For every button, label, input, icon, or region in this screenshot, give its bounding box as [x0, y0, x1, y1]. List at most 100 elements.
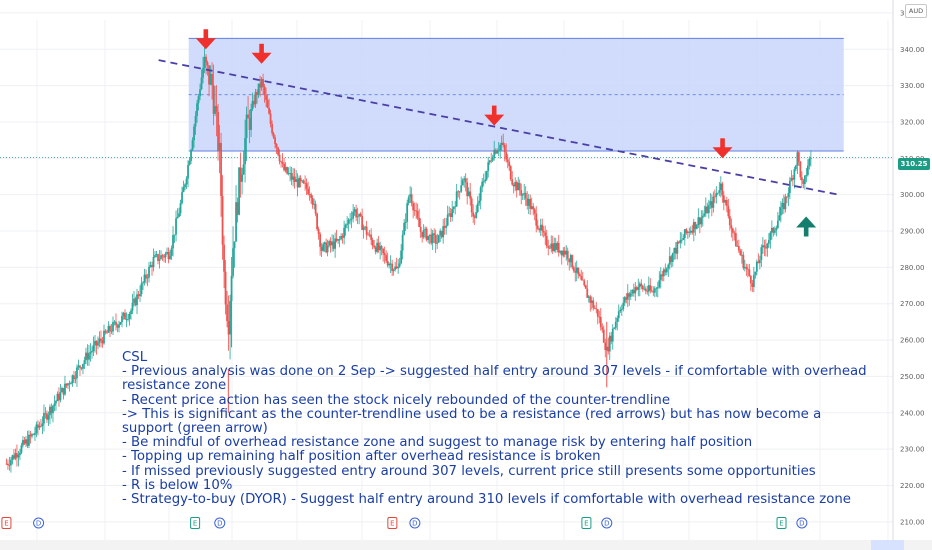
- candle-body: [377, 242, 380, 251]
- marker-shape: [581, 517, 592, 529]
- candle-body: [179, 203, 182, 214]
- candle-body: [592, 300, 595, 308]
- candle-body: [736, 245, 739, 247]
- note-line: - Strategy-to-buy (DYOR) - Suggest half …: [122, 492, 851, 508]
- resistance-arrow: [712, 138, 733, 159]
- candle-body: [779, 207, 782, 216]
- note-line: resistance zone: [122, 378, 227, 394]
- candle-body: [154, 255, 156, 258]
- candle-body: [308, 193, 311, 195]
- earnings-marker: E: [1, 517, 12, 529]
- candle-body: [653, 288, 656, 293]
- candle-body: [130, 310, 132, 314]
- candle-body: [608, 335, 611, 352]
- candle-body: [143, 274, 146, 283]
- candle-body: [596, 309, 599, 317]
- candle-body: [203, 56, 206, 68]
- candle-body: [389, 263, 392, 265]
- candle-body: [652, 291, 655, 293]
- candle-body: [506, 159, 509, 162]
- candle-body: [28, 434, 30, 446]
- candle-body: [350, 218, 353, 220]
- candle-body: [251, 100, 254, 110]
- candle-body: [160, 255, 162, 260]
- candle-body: [712, 196, 715, 208]
- candle-body: [172, 235, 174, 249]
- candle-body: [14, 453, 17, 459]
- candle-body: [73, 375, 75, 380]
- candle-body: [791, 177, 794, 180]
- candle-body: [527, 198, 530, 206]
- note-line: - Previous analysis was done on 2 Sep ->…: [122, 364, 867, 380]
- candle-body: [461, 180, 464, 186]
- arrow-head: [251, 52, 272, 64]
- candle-body: [713, 196, 716, 198]
- candle-body: [394, 266, 397, 270]
- candle-body: [38, 425, 41, 428]
- time-range-highlight[interactable]: [871, 540, 904, 550]
- candle-body: [643, 288, 646, 290]
- candle-body: [332, 241, 335, 249]
- candle-body: [467, 191, 470, 197]
- candle-body: [208, 65, 210, 85]
- candle-body: [478, 200, 481, 204]
- candle-body: [349, 219, 352, 221]
- candle-body: [485, 170, 488, 180]
- candle-body: [335, 238, 338, 241]
- candle-body: [331, 241, 334, 246]
- candle-body: [211, 73, 213, 86]
- candle-body: [82, 363, 84, 369]
- candle-body: [76, 367, 78, 379]
- candle-body: [518, 182, 521, 191]
- grid: [0, 12, 893, 540]
- candle-body: [718, 190, 721, 193]
- candle-body: [634, 287, 637, 294]
- candle-body: [689, 230, 692, 233]
- candle-body: [206, 62, 209, 66]
- candle-body: [514, 182, 517, 187]
- earnings-marker: E: [190, 517, 201, 529]
- support-arrow: [796, 216, 817, 237]
- price-tick-label: 230.00: [900, 446, 925, 454]
- candle-body: [409, 194, 412, 198]
- candle-body: [337, 239, 340, 241]
- candle-body: [254, 92, 257, 105]
- candle-body: [610, 335, 613, 342]
- candle-body: [725, 200, 728, 207]
- candle-body: [604, 342, 607, 351]
- marker-letter: D: [217, 520, 222, 528]
- dividend-marker: D: [214, 517, 226, 529]
- candle-body: [584, 285, 587, 289]
- arrow-shaft: [803, 224, 809, 237]
- candle-body: [488, 160, 491, 163]
- candle-body: [581, 279, 584, 281]
- candle-body: [545, 235, 548, 247]
- candle-body: [341, 235, 344, 238]
- price-tick-label: 210.00: [900, 518, 925, 526]
- candle-body: [497, 149, 500, 152]
- candle-body: [625, 297, 628, 300]
- candle-body: [383, 253, 386, 256]
- currency-label[interactable]: AUD: [905, 4, 927, 18]
- candle-body: [695, 225, 698, 229]
- candle-body: [214, 106, 216, 114]
- candle-body: [49, 406, 51, 416]
- candle-body: [286, 167, 288, 174]
- candle-body: [64, 383, 66, 395]
- analysis-note: CSL - Previous analysis was done on 2 Sep…: [122, 350, 892, 508]
- candle-body: [733, 232, 736, 234]
- candle-body: [334, 238, 337, 249]
- candle-body: [785, 196, 788, 198]
- candle-body: [680, 239, 683, 241]
- candle-body: [8, 465, 11, 466]
- candle-body: [271, 123, 273, 134]
- candle-body: [125, 319, 128, 320]
- candle-body: [763, 245, 766, 248]
- candle-body: [395, 266, 398, 269]
- candle-body: [611, 328, 614, 342]
- resistance-arrow: [195, 29, 216, 50]
- candle-body: [86, 352, 89, 360]
- candle-body: [512, 184, 515, 187]
- candle-body: [428, 234, 431, 236]
